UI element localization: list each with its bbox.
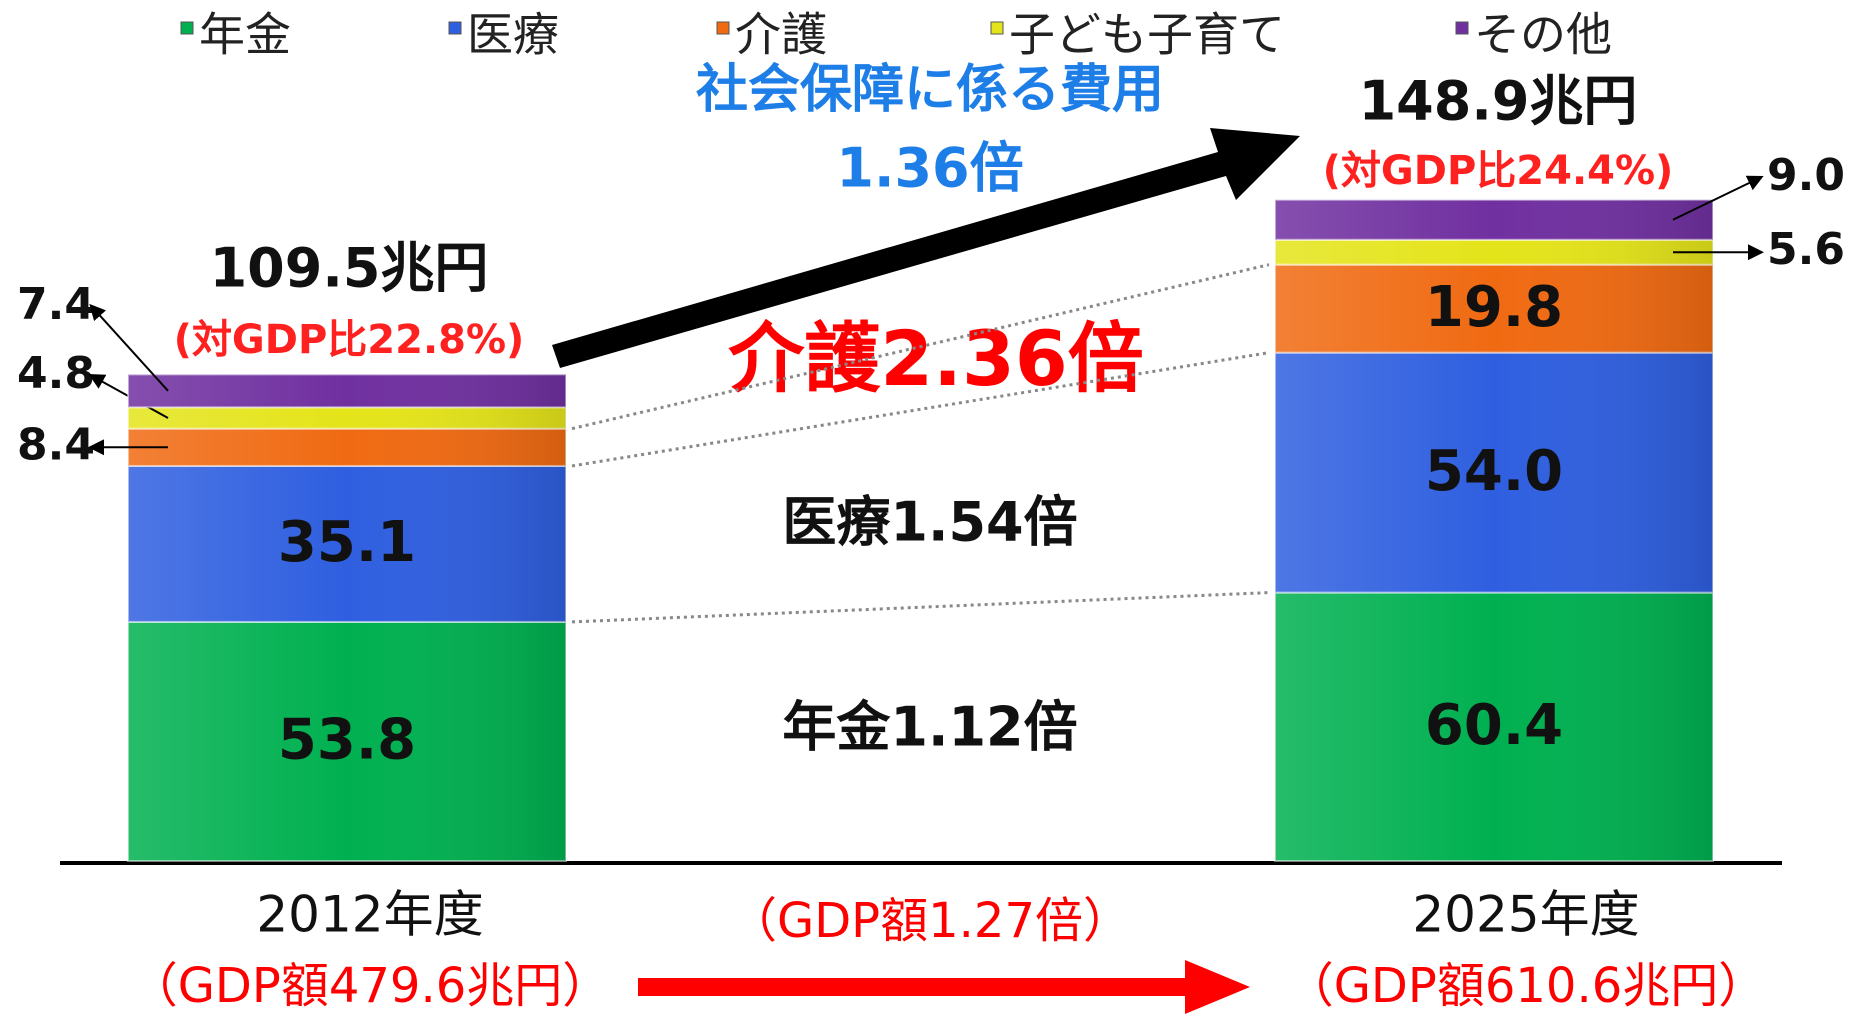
legend-label: その他 bbox=[1474, 8, 1612, 62]
gdp-ratio-label: (対GDP比24.4%) bbox=[1323, 148, 1674, 194]
connector-line bbox=[571, 591, 1270, 624]
value-label: 60.4 bbox=[1425, 693, 1563, 758]
bar-shine bbox=[128, 621, 566, 861]
total-label: 109.5兆円 bbox=[210, 237, 489, 300]
care-ratio: 介護2.36倍 bbox=[728, 314, 1144, 403]
value-label: 53.8 bbox=[278, 708, 416, 773]
value-label: 4.8 bbox=[17, 348, 95, 399]
bar-shine bbox=[128, 374, 566, 408]
connector-line bbox=[571, 263, 1270, 431]
medical-ratio: 医療1.54倍 bbox=[782, 491, 1077, 554]
bar-shine bbox=[1275, 264, 1713, 353]
legend-label: 年金 bbox=[199, 8, 291, 62]
gdp-ratio: （GDP額1.27倍） bbox=[729, 893, 1131, 949]
legend-swatch bbox=[180, 21, 194, 35]
bar-shine bbox=[1275, 592, 1713, 861]
legend-label: 介護 bbox=[735, 8, 827, 62]
legend-label: 子ども子育て bbox=[1009, 8, 1285, 62]
value-label: 8.4 bbox=[17, 419, 95, 470]
legend-swatch bbox=[990, 21, 1004, 35]
category-label: 2012年度 bbox=[256, 886, 483, 944]
bar-shine bbox=[128, 428, 566, 466]
bar-shine bbox=[1275, 352, 1713, 593]
total-label: 148.9兆円 bbox=[1359, 70, 1638, 133]
pension-ratio: 年金1.12倍 bbox=[782, 696, 1077, 759]
value-label: 54.0 bbox=[1425, 439, 1563, 504]
gdp-arrow bbox=[638, 960, 1250, 1014]
value-label: 35.1 bbox=[278, 510, 416, 575]
value-label: 9.0 bbox=[1767, 150, 1845, 201]
category-label: 2025年度 bbox=[1412, 886, 1639, 944]
cost-ratio: 1.36倍 bbox=[836, 137, 1023, 200]
legend-swatch bbox=[1455, 21, 1469, 35]
growth-arrow bbox=[552, 128, 1300, 368]
bar-shine bbox=[1275, 239, 1713, 265]
legend-swatch bbox=[716, 21, 730, 35]
gdp-label: （GDP額479.6兆円） bbox=[130, 958, 611, 1014]
legend-label: 医療 bbox=[467, 8, 559, 62]
bar-shine bbox=[1275, 199, 1713, 240]
connector-line bbox=[571, 351, 1270, 468]
leader-line bbox=[1672, 175, 1764, 221]
bar-shine bbox=[128, 407, 566, 429]
leader-line bbox=[89, 303, 169, 392]
gdp-label: （GDP額610.6兆円） bbox=[1286, 958, 1767, 1014]
gdp-ratio-label: (対GDP比22.8%) bbox=[174, 317, 525, 363]
cost-title: 社会保障に係る費用 bbox=[696, 60, 1164, 120]
value-label: 19.8 bbox=[1425, 275, 1563, 340]
bar-shine bbox=[128, 465, 566, 622]
value-label: 5.6 bbox=[1767, 224, 1845, 275]
legend-swatch bbox=[448, 21, 462, 35]
value-label: 7.4 bbox=[17, 279, 95, 330]
